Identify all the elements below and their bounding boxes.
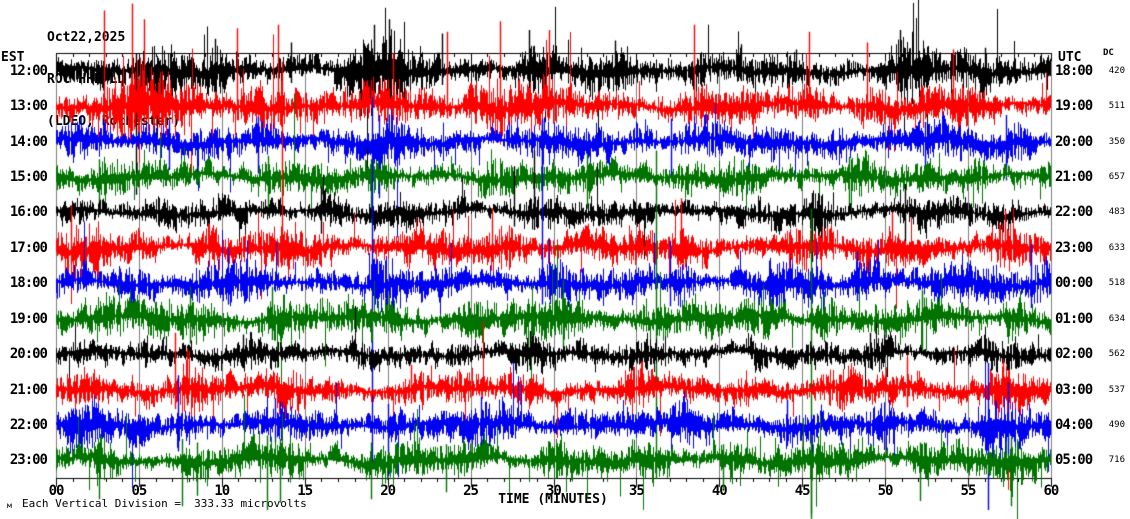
x-tick-label: 50 (877, 483, 894, 499)
header-station: ROC HHE LD -- (47, 72, 149, 87)
dc-offset-value: 634 (1108, 313, 1125, 324)
utc-hour-label: 00:00 (1055, 275, 1093, 292)
dc-offset-value: 657 (1108, 171, 1125, 182)
x-tick-label: 60 (1043, 483, 1059, 499)
x-tick-label: 55 (960, 483, 977, 499)
scale-note: Each Vertical Division = 333.33 microvol… (22, 497, 307, 510)
est-hour-label: 23:00 (9, 452, 48, 469)
est-hour-labels: 12:00 13:00 14:00 15:00 16:00 17:00 18:0… (0, 53, 48, 478)
dc-offset-value: 518 (1108, 278, 1125, 289)
est-hour-label: 16:00 (9, 204, 48, 221)
est-hour-label: 14:00 (9, 133, 48, 150)
utc-hour-label: 23:00 (1055, 239, 1093, 256)
utc-hour-label: 18:00 (1055, 62, 1093, 79)
x-tick-label: 45 (794, 483, 811, 499)
est-hour-label: 19:00 (9, 310, 48, 327)
est-hour-label: 18:00 (9, 275, 48, 292)
utc-hour-label: 21:00 (1055, 168, 1093, 185)
est-hour-label: 17:00 (9, 239, 48, 256)
x-axis-title: TIME (MINUTES) (498, 492, 608, 507)
est-hour-label: 22:00 (9, 416, 48, 433)
est-hour-label: 21:00 (9, 381, 48, 398)
dc-offset-value: 483 (1108, 207, 1125, 218)
plot-header: Oct22,2025 ROC HHE LD -- (LDEO, Rocheste… (47, 3, 180, 157)
dc-offset-value: 350 (1108, 136, 1125, 147)
utc-hour-label: 05:00 (1055, 452, 1093, 469)
est-hour-label: 12:00 (9, 62, 48, 79)
utc-hour-label: 03:00 (1055, 381, 1093, 398)
dc-offset-value: 716 (1108, 455, 1125, 466)
dc-offset-value: 537 (1108, 384, 1125, 395)
x-tick-label: 20 (380, 483, 396, 499)
dc-offset-value: 562 (1108, 349, 1125, 360)
utc-hour-label: 02:00 (1055, 346, 1093, 363)
utc-hour-label: 20:00 (1055, 133, 1093, 150)
est-hour-label: 15:00 (9, 168, 48, 185)
dc-offset-value: 511 (1108, 101, 1125, 112)
x-tick-label: 40 (711, 483, 728, 499)
utc-hour-label: 01:00 (1055, 310, 1093, 327)
dc-offset-value: 490 (1108, 419, 1125, 430)
header-date: Oct22,2025 (47, 30, 126, 45)
header-location: (LDEO, Rochester) (47, 114, 181, 129)
scale-marker-glyph: м (7, 501, 12, 510)
dc-offset-value: 633 (1108, 242, 1125, 253)
est-hour-label: 13:00 (9, 98, 48, 115)
dc-offset-value: 420 (1108, 65, 1125, 76)
utc-hour-label: 19:00 (1055, 98, 1093, 115)
utc-hour-label: 22:00 (1055, 204, 1093, 221)
est-hour-label: 20:00 (9, 346, 48, 363)
utc-hour-label: 04:00 (1055, 416, 1093, 433)
dc-offset-values: 420 511 350 657 483 633 518 634 562 537 … (1095, 53, 1125, 478)
